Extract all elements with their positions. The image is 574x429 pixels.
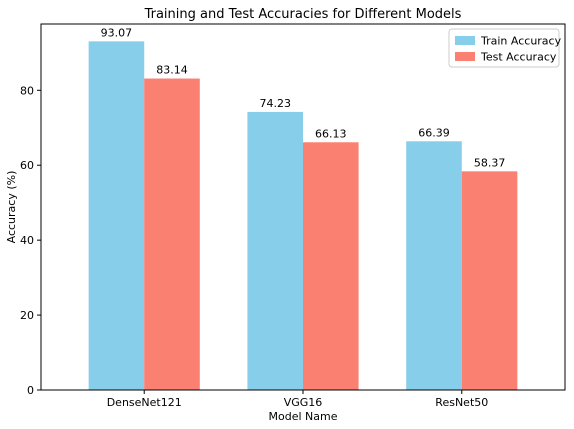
legend: Train Accuracy Test Accuracy (448, 28, 562, 68)
data-label: 74.23 (259, 97, 291, 110)
data-label: 83.14 (156, 64, 188, 77)
chart-title: Training and Test Accuracies for Differe… (144, 7, 462, 22)
y-tick-label: 20 (20, 309, 34, 322)
bar-train-accuracy-densenet121 (88, 41, 145, 391)
data-label: 66.39 (418, 126, 450, 139)
legend-swatch (455, 52, 475, 61)
y-tick-label: 80 (20, 84, 34, 97)
bar-test-accuracy-resnet50 (461, 171, 518, 390)
legend-box (448, 28, 560, 68)
bar-train-accuracy-vgg16 (247, 111, 303, 391)
plot-area: 93.07 74.23 66.39 83.14 66.13 58.37 0 20 40 60 80 D… (20, 23, 566, 409)
legend-label: Train Accuracy (480, 35, 562, 48)
data-label: 93.07 (101, 26, 133, 39)
y-axis-label: Accuracy (%) (5, 171, 18, 244)
x-tick-label: DenseNet121 (107, 396, 182, 409)
y-tick-label: 40 (20, 234, 34, 247)
legend-swatch (455, 36, 475, 45)
data-label: 66.13 (315, 127, 347, 140)
x-tick-label: VGG16 (284, 396, 323, 409)
data-label: 58.37 (474, 156, 506, 169)
bar-test-accuracy-vgg16 (303, 142, 359, 390)
y-tick-label: 0 (27, 384, 34, 397)
bar-train-accuracy-resnet50 (406, 141, 462, 390)
bar-test-accuracy-densenet121 (144, 78, 200, 390)
x-axis-label: Model Name (269, 410, 338, 423)
x-tick-label: ResNet50 (435, 396, 488, 409)
y-tick-label: 60 (20, 159, 34, 172)
legend-label: Test Accuracy (480, 51, 557, 64)
